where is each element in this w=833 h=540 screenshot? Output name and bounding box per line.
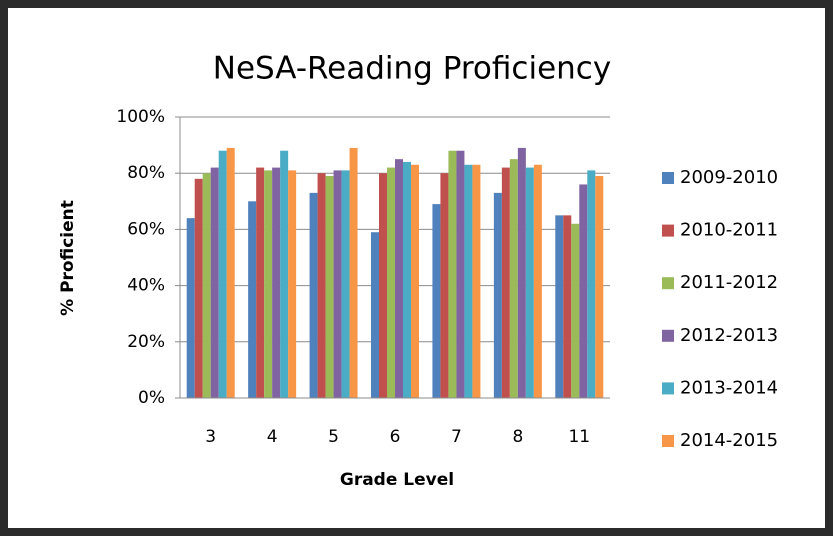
- bar: [403, 161, 411, 398]
- legend-label: 2013-2014: [680, 377, 778, 398]
- bar: [509, 159, 518, 398]
- bar: [288, 170, 297, 398]
- bar: [371, 232, 379, 398]
- bar: [349, 147, 358, 398]
- bar: [464, 164, 473, 398]
- x-tick-label: 8: [512, 427, 523, 447]
- bar: [325, 176, 334, 398]
- bar: [595, 176, 604, 398]
- legend-label: 2009-2010: [680, 167, 778, 188]
- x-tick-label: 3: [205, 427, 216, 447]
- bar: [501, 167, 510, 398]
- legend-swatch: [662, 172, 674, 184]
- x-tick-label: 4: [267, 427, 278, 447]
- bar: [194, 178, 203, 398]
- bar: [333, 170, 342, 398]
- y-tick-label: 40%: [127, 276, 165, 296]
- bar: [448, 150, 457, 398]
- y-tick-label: 0%: [138, 388, 165, 408]
- legend-swatch: [662, 329, 674, 342]
- legend-swatch: [662, 224, 674, 237]
- x-tick-label: 7: [451, 427, 462, 447]
- bar: [248, 201, 257, 398]
- bar: [309, 192, 318, 398]
- bar: [264, 170, 273, 398]
- legend-swatch: [662, 435, 674, 447]
- bar: [432, 204, 441, 398]
- bar: [317, 173, 326, 398]
- bar: [440, 173, 449, 398]
- x-tick-label: 11: [568, 427, 590, 447]
- bar: [202, 173, 211, 398]
- bar: [226, 147, 235, 398]
- bar: [555, 215, 564, 398]
- bar: [256, 167, 265, 398]
- bar: [579, 184, 588, 398]
- y-tick-label: 60%: [127, 219, 165, 239]
- x-tick-label: 5: [328, 427, 339, 447]
- bar: [517, 147, 526, 398]
- y-tick-label: 20%: [127, 332, 165, 352]
- legend-label: 2014-2015: [680, 430, 778, 451]
- legend-label: 2012-2013: [680, 325, 778, 346]
- bar: [525, 167, 534, 398]
- bar: [533, 164, 542, 398]
- bar: [341, 170, 350, 398]
- bar: [210, 167, 219, 398]
- y-axis-label: % Proficient: [58, 200, 78, 316]
- bar: [280, 150, 289, 398]
- bar: [411, 164, 419, 398]
- chart-title: NeSA-Reading Proficiency: [213, 51, 611, 87]
- bar: [456, 150, 465, 398]
- legend-swatch: [662, 382, 674, 395]
- bar: [395, 159, 403, 398]
- bar: [571, 223, 580, 398]
- legend-label: 2011-2012: [680, 272, 778, 293]
- x-axis-label: Grade Level: [340, 470, 454, 490]
- legend-label: 2010-2011: [680, 220, 778, 241]
- bar: [563, 215, 572, 398]
- bar: [379, 173, 387, 398]
- bar: [218, 150, 227, 398]
- y-tick-label: 100%: [116, 107, 165, 127]
- bar: [493, 192, 502, 398]
- bar: [472, 164, 481, 398]
- bar: [387, 167, 395, 398]
- bar: [587, 170, 596, 398]
- bar: [272, 167, 281, 398]
- y-tick-label: 80%: [127, 163, 165, 183]
- bar: [186, 218, 195, 398]
- x-tick-label: 6: [390, 427, 401, 447]
- legend-swatch: [662, 277, 674, 290]
